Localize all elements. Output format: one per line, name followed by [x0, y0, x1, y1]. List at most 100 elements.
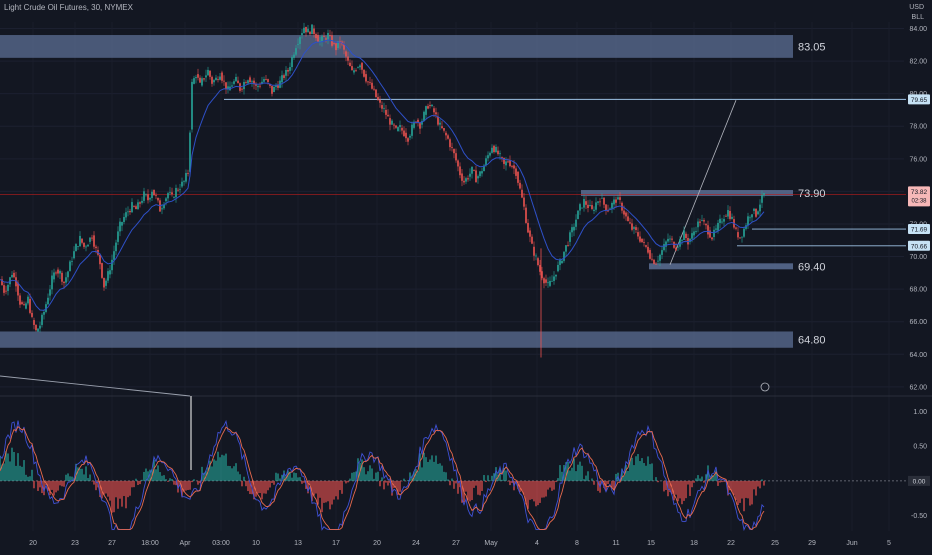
- candle-body: [627, 216, 629, 221]
- osc-histogram-bar: [69, 476, 70, 481]
- osc-histogram-bar: [479, 481, 480, 495]
- candle-body: [479, 171, 481, 176]
- candle-body: [173, 197, 175, 198]
- candle-body: [85, 247, 87, 248]
- osc-histogram-bar: [157, 465, 158, 480]
- candle-body: [447, 135, 449, 138]
- osc-histogram-bar: [261, 481, 262, 499]
- candle-body: [93, 235, 95, 246]
- candle-body: [251, 81, 253, 82]
- osc-histogram-bar: [663, 481, 664, 492]
- time-tick-label: 10: [252, 540, 260, 547]
- candle-body: [509, 160, 511, 166]
- osc-histogram-bar: [691, 481, 692, 487]
- candle-body: [39, 326, 41, 329]
- candle-body: [311, 24, 313, 34]
- osc-histogram-bar: [553, 481, 554, 490]
- time-tick-label: 15: [647, 540, 655, 547]
- candle-body: [577, 211, 579, 220]
- candle-body: [317, 35, 319, 42]
- osc-histogram-bar: [233, 466, 234, 481]
- candle-body: [293, 55, 295, 58]
- candle-body: [443, 128, 445, 131]
- osc-histogram-bar: [477, 481, 478, 495]
- osc-histogram-bar: [83, 474, 84, 480]
- candle-body: [213, 80, 215, 82]
- osc-histogram-bar: [335, 481, 336, 496]
- candle-body: [105, 281, 107, 286]
- candle-body: [369, 82, 371, 83]
- candle-body: [555, 275, 557, 277]
- osc-histogram-bar: [217, 452, 218, 481]
- candle-body: [401, 128, 403, 131]
- candle-body: [405, 133, 407, 138]
- osc-histogram-bar: [293, 473, 294, 481]
- candle-body: [43, 312, 45, 315]
- candle-body: [383, 108, 385, 109]
- osc-histogram-bar: [761, 479, 762, 481]
- osc-histogram-bar: [27, 477, 28, 481]
- candle-body: [743, 229, 745, 237]
- candle-body: [397, 127, 399, 131]
- osc-histogram-bar: [367, 471, 368, 481]
- time-tick-label: 25: [771, 540, 779, 547]
- osc-histogram-bar: [635, 456, 636, 481]
- candle-body: [385, 110, 387, 115]
- candle-body: [289, 67, 291, 71]
- osc-histogram-bar: [189, 481, 190, 490]
- osc-histogram-bar: [273, 481, 274, 485]
- osc-histogram-bar: [11, 448, 12, 481]
- candle-body: [237, 81, 239, 84]
- osc-histogram-bar: [625, 465, 626, 481]
- time-tick-label: 11: [612, 540, 619, 547]
- candle-body: [561, 261, 563, 263]
- candle-body: [451, 147, 453, 148]
- candle-body: [715, 228, 717, 229]
- candle-body: [297, 44, 299, 45]
- candle-body: [61, 273, 63, 282]
- candle-body: [359, 65, 361, 67]
- osc-histogram-bar: [265, 481, 266, 494]
- zone-box: [0, 35, 793, 58]
- candle-body: [711, 238, 713, 240]
- osc-histogram-bar: [245, 481, 246, 486]
- osc-histogram-bar: [191, 481, 192, 482]
- osc-histogram-bar: [339, 481, 340, 490]
- candle-body: [597, 201, 599, 202]
- candle-body: [241, 89, 243, 90]
- candle-body: [127, 211, 129, 212]
- osc-histogram-bar: [59, 481, 60, 485]
- osc-histogram-bar: [471, 481, 472, 500]
- osc-histogram-bar: [741, 481, 742, 499]
- osc-histogram-bar: [161, 476, 162, 481]
- osc-histogram-bar: [317, 481, 318, 505]
- osc-histogram-bar: [591, 478, 592, 480]
- candle-body: [513, 165, 515, 168]
- candle-body: [407, 138, 409, 142]
- candle-body: [419, 123, 421, 129]
- osc-histogram-bar: [243, 477, 244, 481]
- candle-body: [283, 75, 285, 78]
- osc-histogram-bar: [219, 457, 220, 481]
- osc-histogram-bar: [239, 474, 240, 481]
- osc-histogram-bar: [123, 481, 124, 496]
- osc-histogram-bar: [53, 481, 54, 496]
- osc-histogram-bar: [259, 481, 260, 493]
- osc-histogram-bar: [535, 481, 536, 506]
- candle-body: [681, 240, 683, 241]
- candle-body: [749, 217, 751, 218]
- price-tick-label: 64.00: [909, 352, 927, 359]
- osc-histogram-bar: [611, 481, 612, 487]
- candle-body: [89, 238, 91, 242]
- candle-body: [475, 170, 477, 182]
- candle-body: [691, 233, 693, 239]
- candle-body: [595, 202, 597, 209]
- osc-histogram-bar: [583, 479, 584, 481]
- osc-histogram-bar: [121, 481, 122, 507]
- candle-body: [37, 329, 39, 332]
- osc-histogram-bar: [373, 479, 374, 481]
- osc-histogram-bar: [507, 481, 508, 482]
- time-tick-label: 27: [108, 540, 116, 547]
- candle-body: [467, 178, 469, 179]
- osc-histogram-bar: [737, 481, 738, 505]
